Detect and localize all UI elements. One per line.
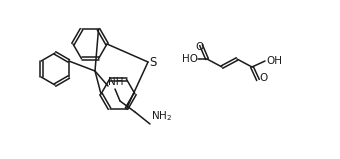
Text: NH: NH	[108, 77, 123, 87]
Text: NH$_2$: NH$_2$	[151, 109, 172, 123]
Text: S: S	[149, 55, 156, 69]
Text: O: O	[259, 73, 267, 83]
Text: OH: OH	[266, 56, 282, 66]
Text: HO: HO	[182, 54, 198, 64]
Text: O: O	[196, 42, 204, 52]
